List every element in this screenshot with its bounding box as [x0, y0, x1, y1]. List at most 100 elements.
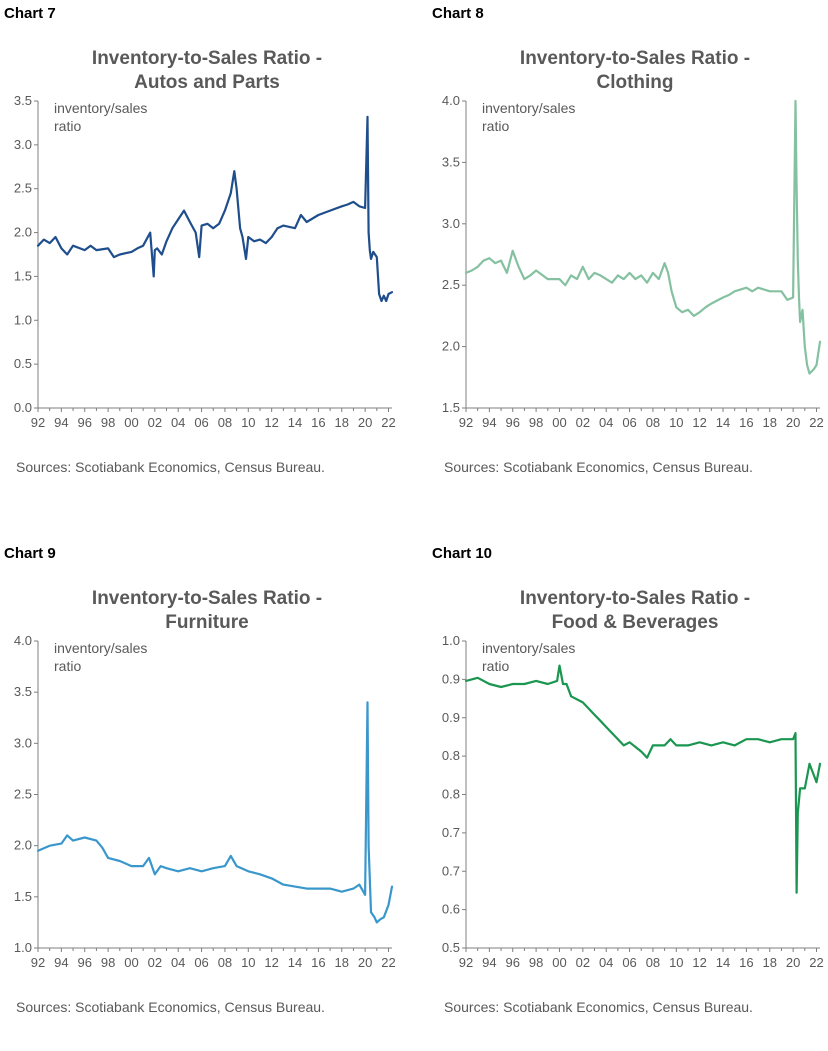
y-tick-label: 1.5	[14, 268, 32, 283]
y-tick-label: 0.0	[14, 400, 32, 415]
x-tick-label: 98	[101, 415, 115, 430]
x-tick-label: 10	[241, 415, 255, 430]
chart-label: Chart 7	[4, 5, 56, 22]
x-tick-label: 08	[646, 955, 660, 970]
y-tick-label: 3.5	[442, 154, 460, 169]
unit-label: ratio	[54, 118, 81, 134]
x-tick-label: 16	[311, 415, 325, 430]
y-tick-label: 1.0	[442, 633, 460, 648]
x-tick-label: 20	[786, 955, 800, 970]
series-line	[36, 701, 394, 924]
x-tick-label: 00	[552, 955, 566, 970]
y-tick-label: 1.5	[442, 400, 460, 415]
x-tick-label: 08	[218, 415, 232, 430]
x-tick-label: 22	[381, 955, 395, 970]
x-tick-label: 14	[288, 415, 302, 430]
x-tick-label: 22	[809, 415, 823, 430]
y-tick-label: 3.0	[14, 735, 32, 750]
x-tick-label: 14	[716, 415, 730, 430]
chart-9-plot: 1.0 1.5 2.0 2.5 3.0 3.5 4.0 92 94 96 98 00 02 04 06 08 1…	[14, 633, 396, 970]
unit-label: ratio	[482, 118, 509, 134]
chart-title-line-1: Inventory-to-Sales Ratio -	[519, 588, 751, 609]
chart-label: Chart 8	[432, 5, 484, 22]
chart-title-line-1: Inventory-to-Sales Ratio -	[91, 588, 323, 609]
chart-title: Inventory-to-Sales Ratio - Furniture	[0, 587, 414, 635]
y-tick-label: 0.9	[442, 671, 460, 686]
x-tick-label: 10	[669, 955, 683, 970]
x-tick-label: 94	[54, 955, 68, 970]
x-tick-label: 96	[505, 415, 519, 430]
x-tick-label: 92	[459, 955, 473, 970]
chart-title-line-1: Inventory-to-Sales Ratio -	[519, 48, 751, 69]
x-tick-label: 08	[646, 415, 660, 430]
unit-label: ratio	[54, 658, 81, 674]
chart-source: Sources: Scotiabank Economics, Census Bu…	[444, 999, 753, 1015]
y-tick-label: 1.0	[14, 312, 32, 327]
x-tick-label: 16	[739, 415, 753, 430]
chart-7-panel: Chart 7 Inventory-to-Sales Ratio - Autos…	[0, 0, 414, 511]
x-tick-label: 04	[171, 415, 185, 430]
x-tick-label: 00	[552, 415, 566, 430]
chart-8-plot: 1.5 2.0 2.5 3.0 3.5 4.0 92 94 96 98 00 02 04 06 08 10 12…	[442, 93, 824, 430]
y-tick-label: 4.0	[442, 93, 460, 108]
x-tick-label: 04	[599, 955, 613, 970]
chart-title: Inventory-to-Sales Ratio - Autos and Par…	[0, 47, 414, 95]
chart-title-line-2: Furniture	[165, 612, 249, 633]
y-tick-label: 0.5	[14, 356, 32, 371]
y-tick-label: 0.8	[442, 787, 460, 802]
chart-10-panel: Chart 10 Inventory-to-Sales Ratio - Food…	[428, 540, 828, 1051]
x-tick-label: 02	[576, 415, 590, 430]
chart-source: Sources: Scotiabank Economics, Census Bu…	[444, 459, 753, 475]
chart-title-line-1: Inventory-to-Sales Ratio -	[91, 48, 323, 69]
chart-title-line-2: Autos and Parts	[134, 72, 280, 93]
x-tick-label: 98	[529, 415, 543, 430]
chart-label: Chart 10	[432, 545, 493, 562]
chart-title-line-2: Clothing	[596, 72, 674, 93]
x-tick-label: 12	[264, 415, 278, 430]
x-tick-label: 02	[148, 415, 162, 430]
y-tick-label: 0.7	[442, 863, 460, 878]
x-tick-label: 02	[576, 955, 590, 970]
series-line	[464, 664, 822, 894]
y-tick-label: 0.7	[442, 825, 460, 840]
x-tick-label: 12	[692, 415, 706, 430]
chart-9-panel: Chart 9 Inventory-to-Sales Ratio - Furni…	[0, 540, 414, 1051]
x-tick-label: 18	[763, 955, 777, 970]
x-tick-label: 14	[716, 955, 730, 970]
unit-label: inventory/sales	[54, 100, 147, 116]
x-tick-label: 16	[739, 955, 753, 970]
x-tick-label: 06	[194, 955, 208, 970]
y-tick-label: 2.5	[14, 181, 32, 196]
x-tick-label: 20	[786, 415, 800, 430]
x-tick-label: 92	[31, 415, 45, 430]
y-tick-label: 0.5	[442, 940, 460, 955]
chart-title: Inventory-to-Sales Ratio - Food & Bevera…	[428, 587, 828, 635]
y-tick-label: 2.5	[442, 277, 460, 292]
x-tick-label: 12	[264, 955, 278, 970]
x-tick-label: 08	[218, 955, 232, 970]
x-tick-label: 18	[335, 955, 349, 970]
x-tick-label: 10	[669, 415, 683, 430]
x-tick-label: 18	[335, 415, 349, 430]
chart-label: Chart 9	[4, 545, 56, 562]
chart-8-panel: Chart 8 Inventory-to-Sales Ratio - Cloth…	[428, 0, 828, 511]
chart-7-plot: 0.0 0.5 1.0 1.5 2.0 2.5 3.0 3.5 92 94 96 98 00 02 04 06…	[14, 93, 396, 430]
unit-label: inventory/sales	[54, 640, 147, 656]
x-tick-label: 98	[529, 955, 543, 970]
x-tick-label: 96	[77, 955, 91, 970]
x-tick-label: 94	[54, 415, 68, 430]
unit-label: ratio	[482, 658, 509, 674]
x-tick-label: 06	[194, 415, 208, 430]
x-tick-label: 22	[809, 955, 823, 970]
x-tick-label: 20	[358, 955, 372, 970]
x-tick-label: 96	[77, 415, 91, 430]
chart-source: Sources: Scotiabank Economics, Census Bu…	[16, 459, 325, 475]
x-tick-label: 06	[622, 415, 636, 430]
y-tick-label: 4.0	[14, 633, 32, 648]
x-tick-label: 10	[241, 955, 255, 970]
x-tick-label: 94	[482, 415, 496, 430]
y-tick-label: 3.5	[14, 93, 32, 108]
chart-title-line-2: Food & Beverages	[551, 612, 719, 633]
series-line	[464, 99, 822, 375]
y-tick-label: 0.9	[442, 710, 460, 725]
